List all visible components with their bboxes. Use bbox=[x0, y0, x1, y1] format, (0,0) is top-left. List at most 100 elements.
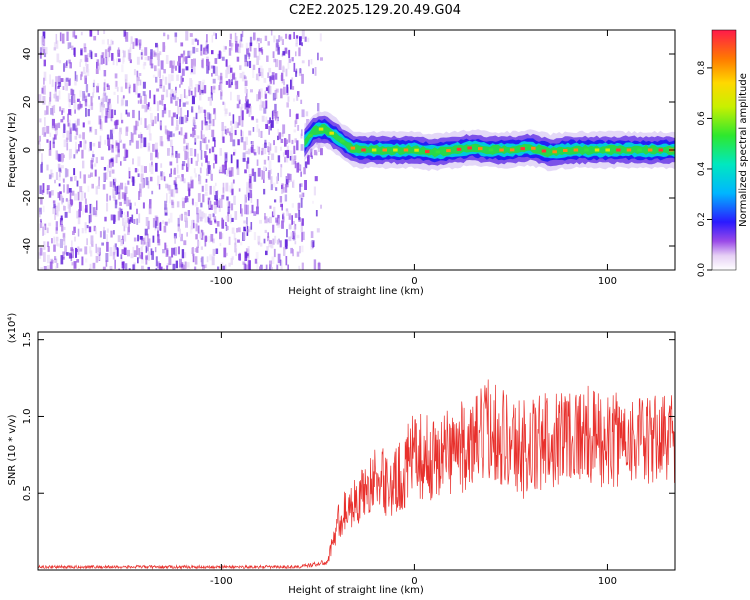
noise-speckle-151 bbox=[228, 262, 231, 267]
ridge-peak-9 bbox=[403, 148, 409, 152]
noise-speckle-98 bbox=[157, 226, 159, 234]
ridge-peak-16 bbox=[478, 147, 483, 151]
noise-speckle-646 bbox=[205, 155, 208, 163]
noise-speckle-1193 bbox=[92, 262, 96, 269]
noise-speckle-125 bbox=[146, 104, 150, 110]
noise-speckle-539 bbox=[76, 259, 80, 263]
noise-speckle-815 bbox=[274, 146, 278, 153]
noise-speckle-172 bbox=[143, 61, 147, 66]
noise-speckle-1726 bbox=[95, 227, 97, 235]
noise-speckle-262 bbox=[67, 199, 71, 209]
noise-speckle-483 bbox=[42, 183, 45, 193]
noise-speckle-349 bbox=[224, 112, 227, 117]
noise-speckle-939 bbox=[111, 145, 114, 153]
noise-speckle-1237 bbox=[139, 95, 142, 103]
noise-speckle-1634 bbox=[61, 195, 64, 205]
noise-speckle-1783 bbox=[141, 252, 144, 260]
noise-speckle-794 bbox=[56, 243, 60, 247]
noise-speckle-823 bbox=[41, 161, 43, 165]
noise-speckle-973 bbox=[157, 59, 160, 67]
noise-speckle-1750 bbox=[132, 109, 135, 119]
noise-speckle-923 bbox=[114, 249, 117, 255]
noise-speckle-1430 bbox=[301, 60, 305, 64]
noise-speckle-1693 bbox=[274, 90, 278, 98]
noise-speckle-70 bbox=[199, 106, 203, 113]
noise-speckle-651 bbox=[134, 168, 138, 173]
noise-speckle-414 bbox=[294, 161, 297, 169]
noise-speckle-1341 bbox=[270, 120, 274, 128]
noise-speckle-1314 bbox=[277, 46, 280, 55]
spectrogram-y-axis-label: Frequency (Hz) bbox=[7, 112, 18, 188]
noise-speckle-339 bbox=[124, 182, 127, 188]
noise-speckle-1176 bbox=[281, 79, 285, 84]
noise-speckle-527 bbox=[305, 111, 309, 117]
noise-speckle-476 bbox=[238, 99, 241, 105]
noise-speckle-1110 bbox=[272, 109, 275, 119]
noise-speckle-1119 bbox=[297, 91, 300, 97]
noise-speckle-1701 bbox=[225, 80, 229, 85]
noise-speckle-1219 bbox=[211, 256, 215, 266]
noise-speckle-583 bbox=[142, 91, 146, 96]
noise-speckle-470 bbox=[58, 75, 61, 84]
noise-speckle-208 bbox=[150, 49, 153, 60]
noise-speckle-1086 bbox=[197, 193, 201, 202]
noise-speckle-672 bbox=[202, 79, 206, 85]
noise-speckle-847 bbox=[68, 109, 71, 115]
colorbar-tick-label: 0.8 bbox=[697, 60, 707, 75]
noise-speckle-1909 bbox=[74, 147, 77, 154]
noise-speckle-1852 bbox=[102, 266, 106, 270]
noise-speckle-986 bbox=[128, 219, 131, 224]
noise-speckle-925 bbox=[230, 182, 234, 190]
noise-speckle-1653 bbox=[164, 203, 168, 213]
noise-speckle-1173 bbox=[249, 176, 252, 184]
spectrogram-y-tick-label: 40 bbox=[22, 48, 33, 61]
noise-speckle-833 bbox=[219, 76, 223, 84]
noise-speckle-1197 bbox=[204, 151, 206, 156]
noise-speckle-1346 bbox=[271, 256, 275, 264]
noise-speckle-1261 bbox=[285, 208, 289, 212]
noise-speckle-1817 bbox=[40, 36, 44, 45]
noise-speckle-442 bbox=[136, 56, 140, 65]
noise-speckle-67 bbox=[165, 183, 169, 189]
noise-speckle-1406 bbox=[135, 85, 138, 95]
noise-speckle-501 bbox=[135, 140, 139, 149]
noise-speckle-1522 bbox=[225, 130, 228, 136]
noise-speckle-260 bbox=[233, 232, 236, 241]
noise-speckle-1107 bbox=[209, 148, 211, 154]
noise-speckle-542 bbox=[205, 121, 208, 126]
noise-speckle-852 bbox=[39, 207, 42, 215]
noise-speckle-949 bbox=[265, 264, 268, 270]
spectrogram-y-tick-label: 20 bbox=[22, 96, 33, 109]
noise-speckle-1129 bbox=[127, 199, 131, 207]
noise-speckle-1210 bbox=[42, 226, 44, 236]
noise-speckle-573 bbox=[264, 35, 268, 41]
noise-speckle-1798 bbox=[95, 207, 98, 217]
noise-speckle-1906 bbox=[155, 142, 158, 150]
noise-speckle-915 bbox=[307, 154, 310, 165]
noise-speckle-433 bbox=[246, 108, 250, 114]
noise-speckle-380 bbox=[198, 81, 201, 85]
noise-speckle-341 bbox=[213, 163, 215, 169]
noise-speckle-1821 bbox=[283, 247, 286, 256]
noise-speckle-1626 bbox=[291, 139, 294, 145]
noise-speckle-1214 bbox=[52, 200, 56, 204]
noise-speckle-1029 bbox=[99, 102, 102, 113]
noise-speckle-88 bbox=[180, 94, 183, 103]
noise-speckle-553 bbox=[55, 150, 58, 160]
noise-speckle-1601 bbox=[60, 78, 64, 82]
noise-speckle-1438 bbox=[310, 148, 313, 158]
noise-speckle-1784 bbox=[149, 56, 153, 66]
noise-speckle-1440 bbox=[73, 168, 76, 176]
noise-speckle-405 bbox=[223, 102, 226, 111]
noise-speckle-910 bbox=[233, 152, 235, 156]
noise-speckle-240 bbox=[71, 250, 73, 256]
noise-speckle-877 bbox=[239, 65, 242, 70]
noise-speckle-336 bbox=[224, 125, 227, 131]
spectrogram-marks bbox=[38, 30, 675, 270]
noise-speckle-1496 bbox=[97, 62, 101, 71]
noise-speckle-846 bbox=[57, 163, 61, 168]
noise-speckle-106 bbox=[274, 199, 277, 203]
noise-speckle-848 bbox=[194, 173, 197, 178]
noise-speckle-1473 bbox=[85, 204, 88, 213]
noise-speckle-1077 bbox=[61, 110, 63, 115]
